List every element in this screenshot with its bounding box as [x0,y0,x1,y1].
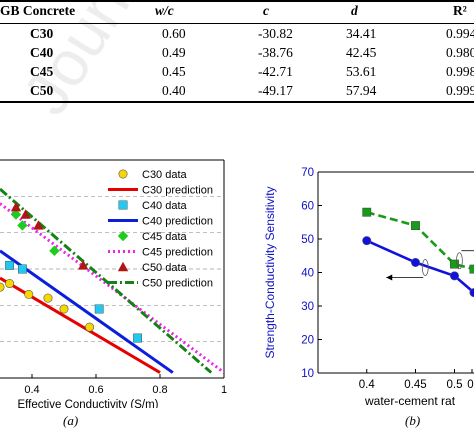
x-tick-label: 0.5 [447,379,463,391]
table-bottom-rule [0,101,474,103]
x-axis-label: water-cement rat [364,394,456,408]
data-point [43,293,53,303]
data-point [33,220,44,230]
caption-b: (b) [405,413,421,428]
y-tick-label: 10 [301,368,314,380]
y-tick-label: 20 [301,335,314,347]
table-cell-d: 34.41 [346,26,377,41]
data-point [20,209,31,219]
x-axis-label: Effective Conductivity (S/m) [17,399,158,408]
table-cell-r2: 0.998 [446,64,474,79]
series-line [0,249,174,374]
legend-label: C50 prediction [142,278,213,290]
table-cell-grade: C30 [30,26,54,41]
table-cell-d: 53.61 [346,64,377,79]
series-line [0,276,161,374]
header-wc: w/c [155,3,174,18]
table-header-rule [0,23,474,24]
header-r2: R² [453,3,467,18]
table-cell-wc: 0.60 [162,26,186,41]
table-cell-c: -30.82 [258,26,293,41]
table-cell-wc: 0.45 [162,64,186,79]
data-point [469,288,474,298]
annotation-ellipse [455,252,463,270]
header-grade: GB Concrete [0,3,76,18]
data-point [450,259,459,269]
table-cell-wc: 0.49 [162,45,186,60]
table-cell-d: 57.94 [346,83,377,98]
y-tick-label: 50 [301,234,314,246]
series-line [0,187,213,374]
legend-label: C50 data [142,262,188,274]
legend-label: C40 prediction [142,216,213,228]
data-point [5,279,15,289]
data-point [85,322,95,332]
x-tick-label: 0. [467,379,474,391]
table-cell-wc: 0.40 [162,83,186,98]
parameter-table: GB Concrete w/c c d R² C30 0.60 -30.82 34.4… [0,0,474,103]
x-tick-label: 0.4 [24,384,39,396]
data-point [24,289,34,299]
chart-a: 0.4 0.6 0.8 1 Effective Conductivity (S/m) C3… [0,159,227,408]
data-point [18,264,27,274]
data-point [469,264,474,274]
y-tick-label: 70 [301,167,314,179]
table-cell-grade: C50 [30,83,54,98]
table-cell-c: -42.71 [258,64,293,79]
series-line [366,210,474,271]
legend-label: C40 data [142,200,188,212]
header-d: d [351,3,358,18]
data-point [59,304,69,314]
x-tick-label: 0.8 [152,384,167,396]
plot-area-a [0,187,224,374]
data-point [362,236,372,246]
caption-a: (a) [63,413,79,428]
data-point [5,260,14,270]
table-cell-r2: 0.980 [446,45,474,60]
header-c: c [263,3,269,18]
y-axis-label: Strength-Conductivity Sensitivity [263,186,277,358]
y-tick-label: 60 [301,201,314,213]
table-cell-grade: C45 [30,64,54,79]
table-top-rule [0,0,474,2]
x-tick-label: 1 [221,384,227,396]
x-tick-label: 0.4 [359,379,376,391]
y-tick-label: 40 [301,268,314,280]
annotation-arrowhead [386,274,393,281]
x-tick-label: 0.6 [88,384,103,396]
table-cell-r2: 0.994 [446,26,474,41]
x-tick-label: 0.45 [404,379,426,391]
legend-marker [118,169,128,179]
data-point [94,304,104,314]
plot-area-b [362,207,474,298]
data-point [133,333,142,343]
data-point [78,260,89,270]
table-cell-d: 42.45 [346,45,377,60]
table-cell-grade: C40 [30,45,54,60]
legend-label: C30 prediction [142,185,213,197]
data-point [362,207,372,217]
data-point [10,202,22,212]
series-line [366,239,474,294]
data-point [411,257,421,267]
y-tick-label: 30 [301,301,314,313]
data-point [411,221,420,231]
legend-label: C30 data [142,169,188,181]
chart-b: 10 20 30 40 50 60 70 0.4 0.45 0.5 0. water-cement r… [263,167,474,408]
legend-label: C45 data [142,231,188,243]
annotation-ellipse [421,259,429,276]
table-cell-c: -38.76 [258,45,293,60]
data-point [49,245,60,257]
table-cell-c: -49.17 [258,83,293,98]
data-point [0,282,5,292]
data-point [450,271,460,281]
legend-label: C45 prediction [142,247,213,259]
legend-marker [117,261,129,272]
legend-marker [118,200,128,210]
data-point [17,220,28,231]
table-cell-r2: 0.999 [446,83,474,98]
